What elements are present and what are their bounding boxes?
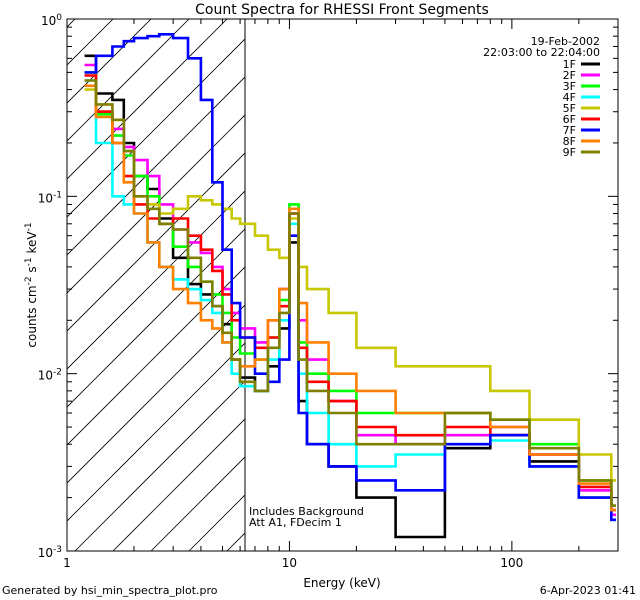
x-tick-label: 10 xyxy=(282,556,297,570)
legend: 19-Feb-2002 22:03:00 to 22:04:00 1F2F3F4… xyxy=(483,35,600,159)
footer-generated-by: Generated by hsi_min_spectra_plot.pro xyxy=(2,584,218,597)
hatch-line xyxy=(265,0,640,551)
hatch-line xyxy=(67,76,245,256)
x-tick-label: 100 xyxy=(500,556,523,570)
legend-date: 19-Feb-2002 xyxy=(531,35,600,48)
legend-label-1F: 1F xyxy=(563,58,576,71)
series-line-1F xyxy=(84,54,616,539)
legend-label-5F: 5F xyxy=(563,102,576,115)
x-axis: 1 10 100 xyxy=(63,19,619,570)
legend-label-2F: 2F xyxy=(563,69,576,82)
series-line-8F xyxy=(84,84,616,512)
hatch-line xyxy=(67,38,245,218)
x-tick-label: 1 xyxy=(63,556,71,570)
legend-label-6F: 6F xyxy=(563,113,576,126)
y-tick-label: 10-1 xyxy=(38,190,62,205)
series-line-9F xyxy=(84,79,616,507)
plot-frame xyxy=(66,18,619,552)
hatch-line xyxy=(67,19,190,142)
legend-label-7F: 7F xyxy=(563,124,576,137)
series-line-7F xyxy=(84,33,616,522)
chart-title: Count Spectra for RHESSI Front Segments xyxy=(195,2,489,18)
annotation-background: Includes Background xyxy=(249,505,364,518)
legend-time-range: 22:03:00 to 22:04:00 xyxy=(483,46,600,59)
legend-label-9F: 9F xyxy=(563,146,576,159)
hatch-line xyxy=(67,228,245,408)
hatch-line xyxy=(150,456,245,551)
x-axis-label: Energy (keV) xyxy=(303,576,380,590)
hatch-line xyxy=(112,418,245,551)
hatch-line xyxy=(379,0,640,551)
hatch-line xyxy=(67,19,228,180)
hatch-line xyxy=(303,0,640,551)
hatch-line xyxy=(67,266,245,446)
hatch-line xyxy=(67,114,245,294)
footer-timestamp: 6-Apr-2023 01:41 xyxy=(540,584,636,597)
series-line-5F xyxy=(84,88,616,482)
series-group xyxy=(84,33,616,539)
hatch-line xyxy=(341,0,640,551)
legend-label-8F: 8F xyxy=(563,135,576,148)
hatch-line xyxy=(0,0,27,551)
series-line-3F xyxy=(84,71,616,507)
hatch-line xyxy=(417,0,640,551)
hatch-line xyxy=(67,342,245,522)
hatch-line xyxy=(74,380,245,551)
hatch-line xyxy=(67,190,245,370)
legend-label-3F: 3F xyxy=(563,80,576,93)
legend-label-4F: 4F xyxy=(563,91,576,104)
hatch-line xyxy=(67,152,245,332)
y-tick-label: 10-2 xyxy=(38,368,62,383)
y-axis-label: counts cm-2 s-1 keV-1 xyxy=(24,222,39,347)
y-tick-label: 100 xyxy=(41,13,62,28)
y-axis: 100 10-1 10-2 10-3 xyxy=(38,13,618,560)
hatch-line xyxy=(67,304,245,484)
y-tick-label: 10-3 xyxy=(38,545,62,560)
hatch-line xyxy=(67,19,152,104)
annotation-attenuator: Att A1, FDecim 1 xyxy=(249,516,342,529)
